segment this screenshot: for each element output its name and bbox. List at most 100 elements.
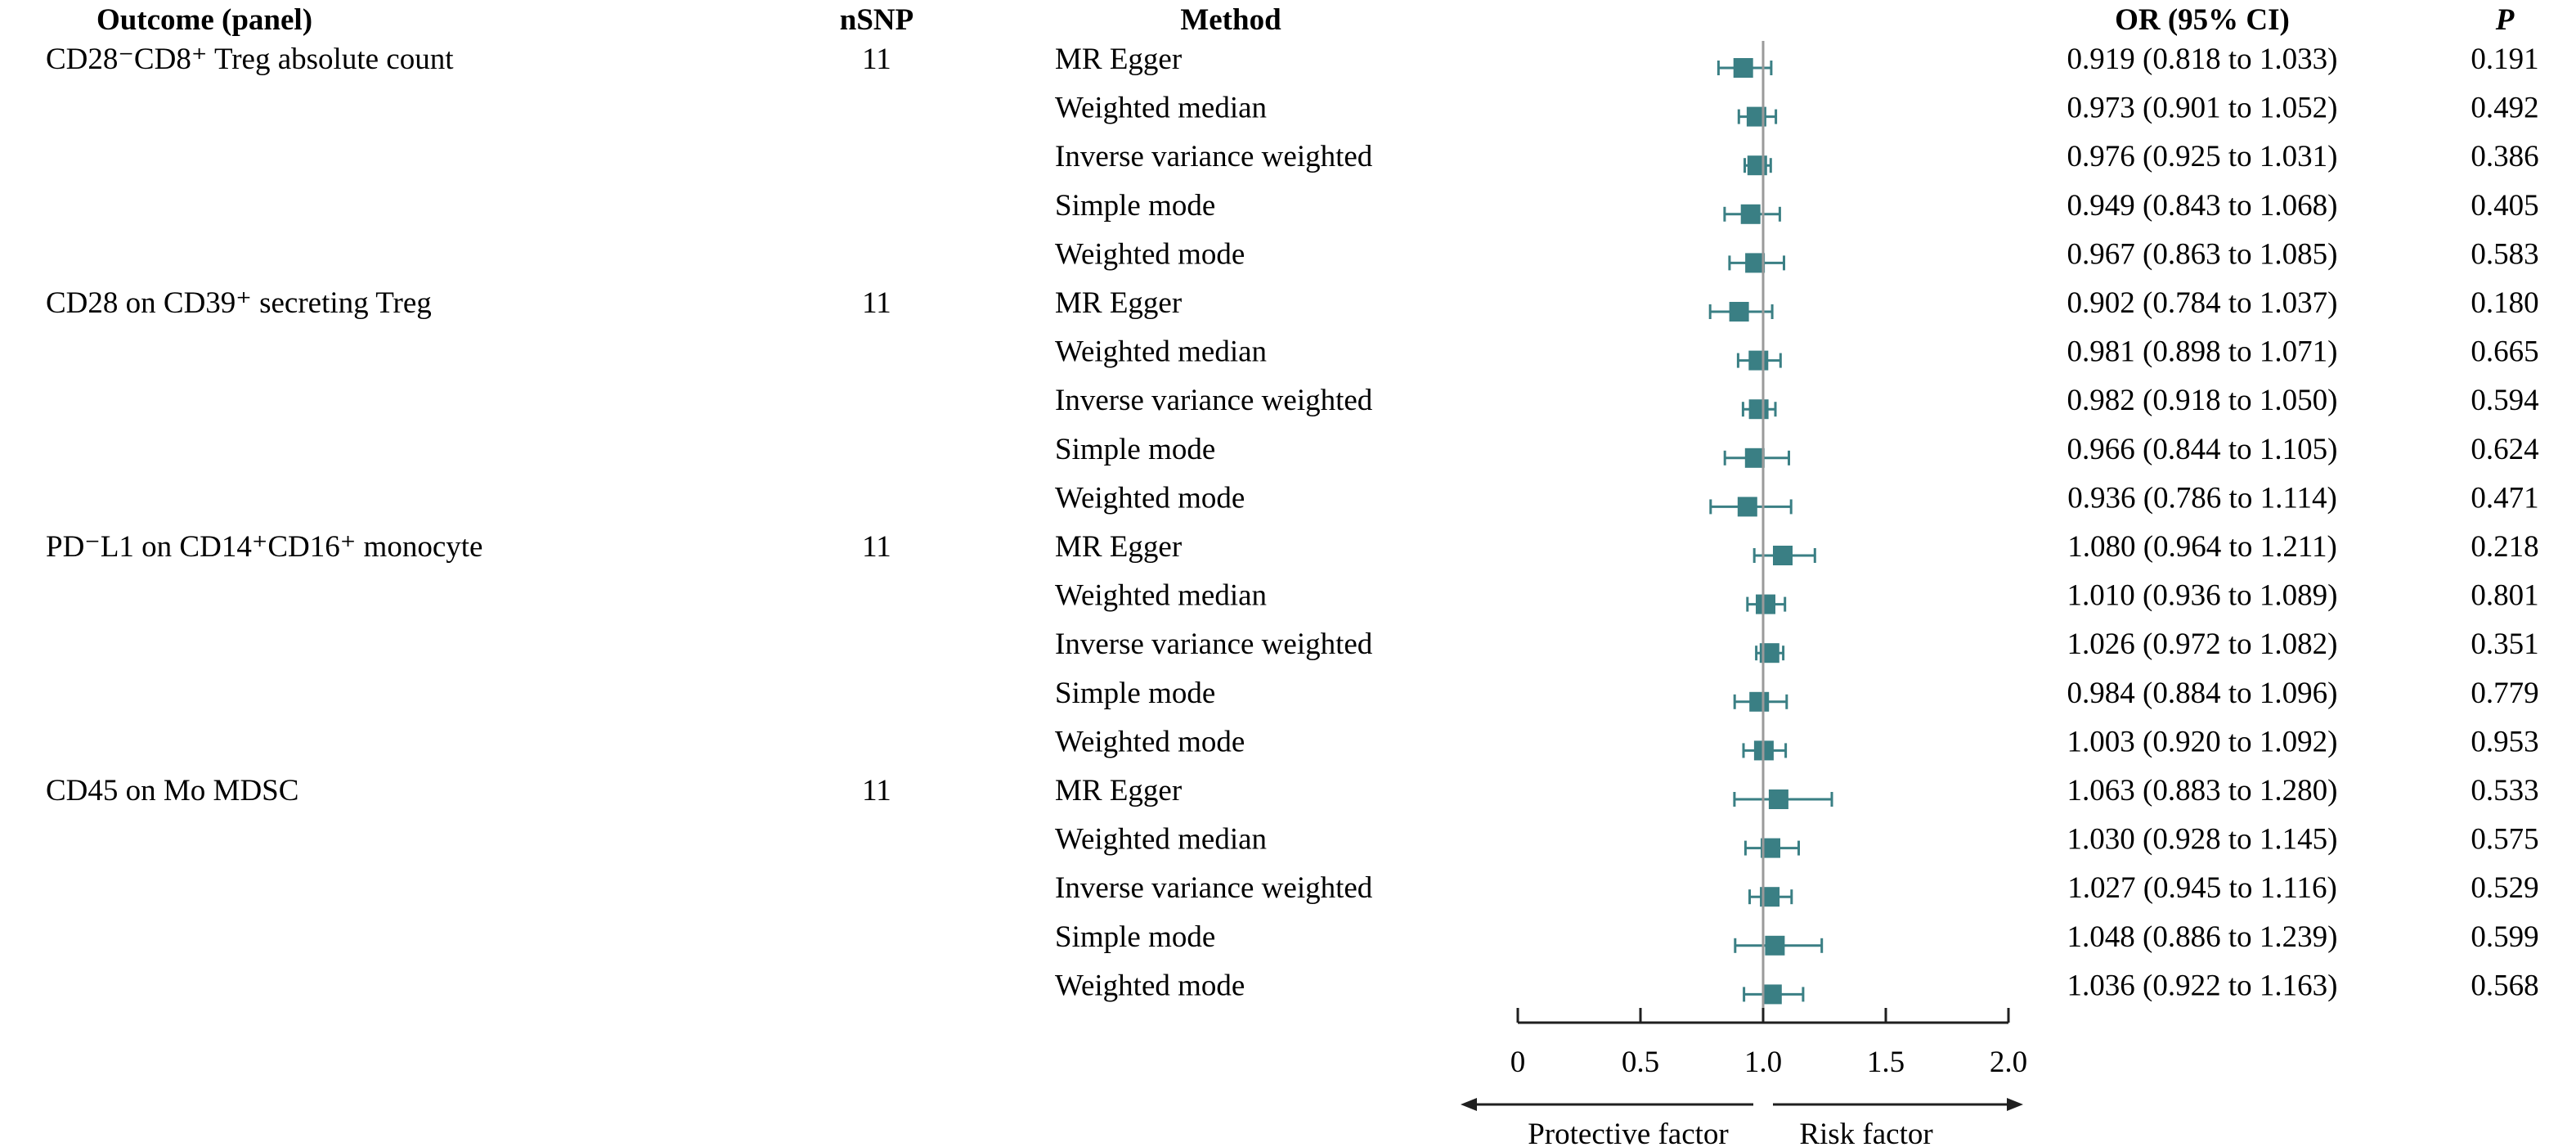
p-value: 0.405 xyxy=(2471,189,2538,223)
or-ci-text: 1.080 (0.964 to 1.211) xyxy=(2067,530,2337,564)
p-value: 0.191 xyxy=(2471,43,2538,76)
x-tick-label: 0.5 xyxy=(1622,1046,1659,1079)
header-or: OR (95% CI) xyxy=(2115,3,2290,37)
nsnp-value: 11 xyxy=(862,286,891,320)
or-marker xyxy=(1733,58,1753,78)
p-value: 0.386 xyxy=(2471,140,2538,173)
p-value: 0.583 xyxy=(2471,237,2538,271)
or-ci-text: 1.063 (0.883 to 1.280) xyxy=(2067,774,2338,807)
x-tick-label: 0 xyxy=(1510,1046,1526,1079)
or-ci-text: 0.966 (0.844 to 1.105) xyxy=(2067,433,2338,466)
or-ci-text: 1.003 (0.920 to 1.092) xyxy=(2067,725,2338,758)
p-value: 0.492 xyxy=(2471,92,2538,125)
method-label: MR Egger xyxy=(1055,530,1182,564)
or-marker xyxy=(1729,302,1749,322)
plot-area xyxy=(1708,41,1833,1023)
table-rows: CD28⁻CD8⁺ Treg absolute count 11 MR Egger 0… xyxy=(46,43,2539,1002)
method-label: Weighted median xyxy=(1055,823,1267,857)
nsnp-value: 11 xyxy=(862,43,891,76)
or-ci-text: 1.048 (0.886 to 1.239) xyxy=(2067,920,2338,954)
or-ci-text: 0.984 (0.884 to 1.096) xyxy=(2067,677,2338,710)
p-value: 0.533 xyxy=(2471,774,2538,807)
or-marker xyxy=(1748,350,1769,371)
or-marker xyxy=(1748,399,1769,420)
risk-factor-label: Risk factor xyxy=(1799,1118,1932,1147)
protective-factor-label: Protective factor xyxy=(1528,1118,1729,1147)
or-ci-text: 0.973 (0.901 to 1.052) xyxy=(2067,92,2338,125)
method-label: MR Egger xyxy=(1055,286,1182,320)
method-label: Inverse variance weighted xyxy=(1055,871,1373,905)
header-outcome: Outcome (panel) xyxy=(96,3,312,37)
or-marker xyxy=(1749,691,1770,712)
method-label: Simple mode xyxy=(1055,433,1215,466)
or-ci-text: 1.027 (0.945 to 1.116) xyxy=(2067,871,2337,905)
outcome-label: CD45 on Mo MDSC xyxy=(46,774,298,807)
p-value: 0.180 xyxy=(2471,286,2538,320)
or-marker xyxy=(1768,789,1788,809)
p-value: 0.351 xyxy=(2471,627,2538,661)
outcome-label: CD28 on CD39⁺ secreting Treg xyxy=(46,286,432,320)
method-label: Weighted mode xyxy=(1055,969,1245,1002)
or-marker xyxy=(1737,497,1757,517)
p-value: 0.953 xyxy=(2471,725,2538,758)
p-value: 0.529 xyxy=(2471,871,2538,905)
method-label: MR Egger xyxy=(1055,774,1182,807)
p-value: 0.568 xyxy=(2471,969,2538,1002)
or-marker xyxy=(1744,448,1765,468)
method-label: Weighted median xyxy=(1055,579,1267,613)
p-value: 0.575 xyxy=(2471,823,2538,857)
or-ci-text: 0.949 (0.843 to 1.068) xyxy=(2067,189,2338,223)
p-value: 0.801 xyxy=(2471,579,2538,613)
arrow-left-icon xyxy=(1461,1098,1477,1111)
or-ci-text: 1.030 (0.928 to 1.145) xyxy=(2067,823,2338,857)
p-value: 0.594 xyxy=(2471,384,2538,417)
column-headers: Outcome (panel) nSNP Method OR (95% CI) … xyxy=(96,3,2515,37)
arrow-right-icon xyxy=(2007,1098,2023,1111)
p-value: 0.599 xyxy=(2471,920,2538,954)
p-value: 0.218 xyxy=(2471,530,2538,564)
p-value: 0.471 xyxy=(2471,481,2538,515)
or-ci-text: 0.902 (0.784 to 1.037) xyxy=(2067,286,2338,320)
header-p: P xyxy=(2495,3,2515,37)
x-tick-label: 2.0 xyxy=(1990,1046,2027,1079)
method-label: Inverse variance weighted xyxy=(1055,384,1373,417)
p-value: 0.624 xyxy=(2471,433,2538,466)
header-method: Method xyxy=(1180,3,1281,37)
or-marker xyxy=(1745,253,1766,273)
method-label: Weighted mode xyxy=(1055,725,1245,758)
or-ci-text: 0.982 (0.918 to 1.050) xyxy=(2067,384,2338,417)
or-ci-text: 0.981 (0.898 to 1.071) xyxy=(2067,335,2338,369)
or-marker xyxy=(1756,594,1775,614)
or-ci-text: 1.010 (0.936 to 1.089) xyxy=(2067,579,2338,613)
method-label: Weighted mode xyxy=(1055,237,1245,271)
method-label: MR Egger xyxy=(1055,43,1182,76)
method-label: Simple mode xyxy=(1055,677,1215,710)
x-axis: 0 0.5 1.0 1.5 2.0 Protective factor Risk facto… xyxy=(1461,1008,2027,1147)
or-marker xyxy=(1765,935,1785,956)
or-marker xyxy=(1740,204,1761,224)
p-value: 0.779 xyxy=(2471,677,2538,710)
method-label: Inverse variance weighted xyxy=(1055,627,1373,661)
or-ci-text: 0.936 (0.786 to 1.114) xyxy=(2067,481,2337,515)
nsnp-value: 11 xyxy=(862,774,891,807)
method-label: Weighted median xyxy=(1055,335,1267,369)
p-value: 0.665 xyxy=(2471,335,2538,369)
x-tick-label: 1.5 xyxy=(1867,1046,1905,1079)
nsnp-value: 11 xyxy=(862,530,891,564)
or-marker xyxy=(1761,984,1782,1005)
or-ci-text: 0.967 (0.863 to 1.085) xyxy=(2067,237,2338,271)
method-label: Weighted median xyxy=(1055,92,1267,125)
method-label: Simple mode xyxy=(1055,189,1215,223)
or-ci-text: 1.036 (0.922 to 1.163) xyxy=(2067,969,2338,1002)
header-nsnp: nSNP xyxy=(840,3,913,37)
method-label: Simple mode xyxy=(1055,920,1215,954)
or-ci-text: 1.026 (0.972 to 1.082) xyxy=(2067,627,2338,661)
or-ci-text: 0.976 (0.925 to 1.031) xyxy=(2067,140,2338,173)
or-ci-text: 0.919 (0.818 to 1.033) xyxy=(2067,43,2338,76)
method-label: Weighted mode xyxy=(1055,481,1245,515)
method-label: Inverse variance weighted xyxy=(1055,140,1373,173)
x-tick-label: 1.0 xyxy=(1744,1046,1782,1079)
or-marker xyxy=(1773,546,1793,565)
outcome-label: CD28⁻CD8⁺ Treg absolute count xyxy=(46,43,454,76)
